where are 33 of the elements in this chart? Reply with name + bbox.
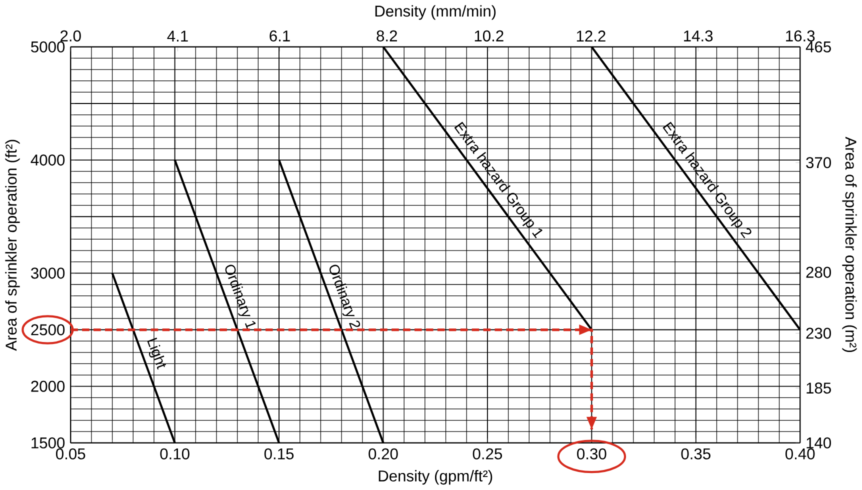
x2-tick-label: 16.3 xyxy=(786,30,815,42)
x2-tick-label: 2.0 xyxy=(60,30,81,42)
x2-tick-label: 8.2 xyxy=(376,30,397,42)
x2-tick-label: 12.2 xyxy=(576,30,606,42)
y-tick-label: 1500 xyxy=(32,437,65,449)
y2-tick-label: 230 xyxy=(806,328,831,339)
x-tick-label: 0.30 xyxy=(577,448,606,460)
x-tick-label: 0.05 xyxy=(56,448,86,460)
y2-tick-label: 140 xyxy=(806,437,831,449)
y2-tick-label: 370 xyxy=(806,157,831,168)
x-tick-label: 0.40 xyxy=(785,448,815,460)
y-tick-label: 3000 xyxy=(31,268,65,279)
y2-tick-label: 185 xyxy=(806,382,831,394)
y2-axis-title: Area of sprinkler operation (m²) xyxy=(842,136,857,352)
y-tick-label: 2500 xyxy=(31,324,65,336)
y-tick-label: 4000 xyxy=(30,154,65,166)
x-tick-label: 0.25 xyxy=(472,448,502,460)
y2-tick-label: 465 xyxy=(806,41,831,53)
y2-tick-label: 280 xyxy=(806,266,831,278)
x-tick-label: 0.15 xyxy=(264,448,294,460)
x-tick-label: 0.20 xyxy=(368,448,398,460)
x-tick-label: 0.35 xyxy=(681,448,710,460)
x2-tick-label: 6.1 xyxy=(270,30,290,42)
x-axis-title: Density (gpm/ft²) xyxy=(378,470,492,485)
text: Light xyxy=(147,338,166,370)
y-tick-label: 2000 xyxy=(31,380,65,392)
x2-axis-title: Density (mm/min) xyxy=(375,5,496,20)
y-axis-title: Area of sprinkler operation (ft²) xyxy=(5,140,20,351)
x2-tick-label: 10.2 xyxy=(474,30,504,42)
x2-tick-label: 14.3 xyxy=(684,30,713,42)
x-tick-label: 0.10 xyxy=(160,448,190,460)
x2-tick-label: 4.1 xyxy=(167,30,188,42)
y-tick-label: 5000 xyxy=(31,41,65,53)
